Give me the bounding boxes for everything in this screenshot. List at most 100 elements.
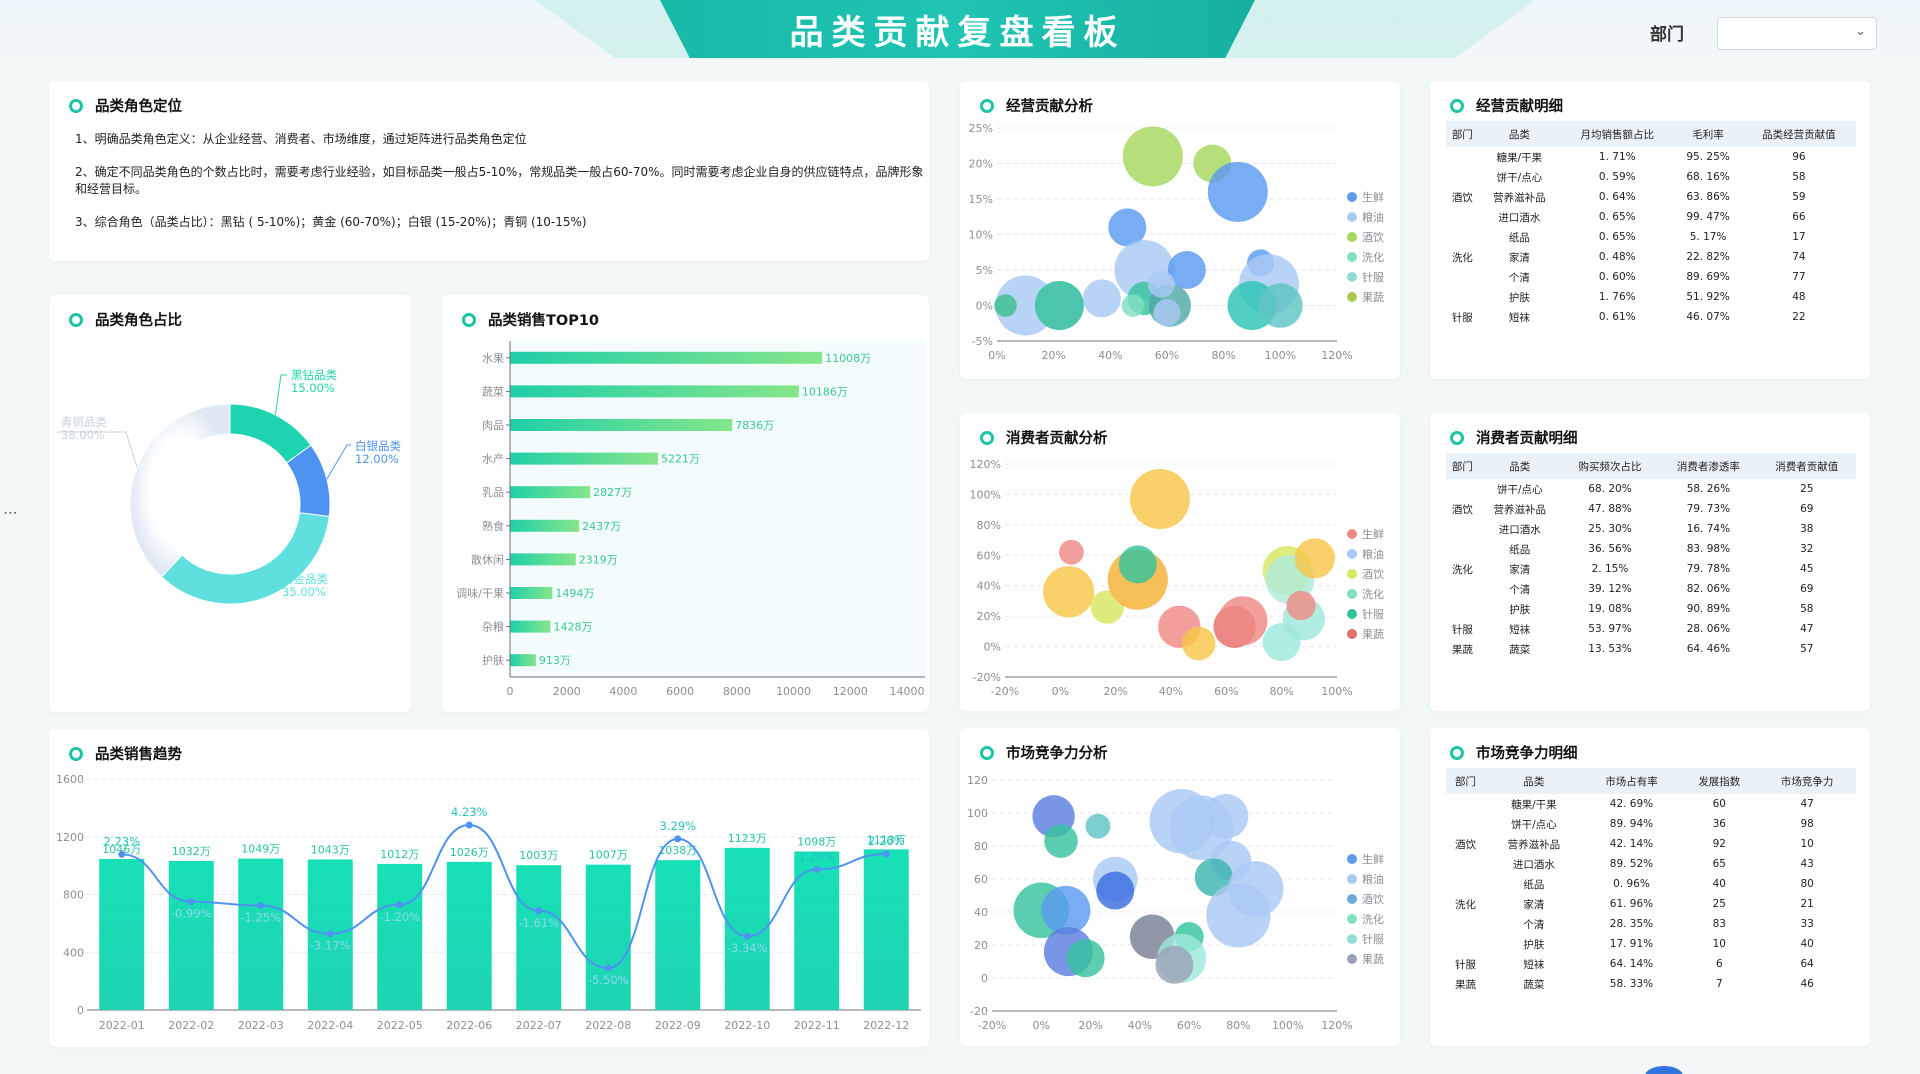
table-cell: 2. 15% xyxy=(1591,563,1629,575)
y-tick-label: 0% xyxy=(976,300,993,313)
mkt-detail-table: 部门 品类 市场占有率 发展指数 市场竞争力 糖果/干果 42. 69% 60 47 饼干/点心 8… xyxy=(1446,768,1856,994)
bar-value-label: 7836万 xyxy=(735,419,774,432)
column-header[interactable]: 毛利率 xyxy=(1674,121,1742,147)
bubble xyxy=(1034,281,1084,330)
panel-title-text: 市场竞争力分析 xyxy=(1006,746,1108,762)
table-cell: 36. 56% xyxy=(1588,543,1632,555)
table-row: 护肤 1. 76% 51. 92% 48 xyxy=(1446,287,1856,307)
ring-icon xyxy=(980,430,994,445)
legend-label: 洗化 xyxy=(1362,250,1384,264)
growth-label: -3.34% xyxy=(727,941,768,955)
x-tick-label: 80% xyxy=(1269,685,1293,698)
panel-title-text: 消费者贡献明细 xyxy=(1476,431,1578,447)
bar-value-label: 11008万 xyxy=(825,352,871,365)
bar xyxy=(238,858,284,1010)
column-header[interactable]: 消费者渗透率 xyxy=(1659,453,1758,479)
con-detail-table-wrap[interactable]: 部门 品类 购买频次占比 消费者渗透率 消费者贡献值 饼干/点心 68. 20% 58. 26… xyxy=(1446,453,1856,703)
donut-slice-percent: 38.00% xyxy=(61,428,105,442)
bubble xyxy=(1082,279,1121,318)
floating-action-button[interactable] xyxy=(1645,1066,1683,1074)
table-cell: 46. 07% xyxy=(1686,311,1730,323)
table-cell: 46 xyxy=(1800,978,1814,990)
column-header[interactable]: 部门 xyxy=(1446,453,1479,479)
table-cell: 28. 35% xyxy=(1609,918,1654,930)
table-cell: 0. 60% xyxy=(1598,271,1636,283)
bubble xyxy=(1218,596,1268,646)
donut-leader-line xyxy=(326,444,351,480)
column-header[interactable]: 月均销售额占比 xyxy=(1560,121,1675,147)
legend-marker xyxy=(1347,212,1357,222)
ring-icon xyxy=(1450,745,1464,760)
bubble xyxy=(1181,626,1216,661)
table-cell: 80 xyxy=(1800,878,1814,890)
growth-point xyxy=(118,850,126,858)
table-row: 进口酒水 0. 65% 99. 47% 66 xyxy=(1446,207,1856,227)
y-tick-label: 80 xyxy=(974,840,988,853)
table-row: 进口酒水 25. 30% 16. 74% 38 xyxy=(1446,519,1856,539)
dept-select[interactable]: ⌄ xyxy=(1717,17,1877,50)
table-cell: 洗化 xyxy=(1455,898,1477,911)
table-row: 个清 39. 12% 82. 06% 69 xyxy=(1446,579,1856,599)
bar-value-label: 1049万 xyxy=(241,843,280,856)
table-cell: 82. 06% xyxy=(1686,583,1731,595)
x-tick-label: 20% xyxy=(1078,1019,1102,1032)
donut-slice-percent: 35.00% xyxy=(282,585,326,599)
mkt-detail-table-wrap[interactable]: 部门 品类 市场占有率 发展指数 市场竞争力 糖果/干果 42. 69% 60 47 饼干/点心 8… xyxy=(1446,768,1856,1038)
column-header[interactable]: 部门 xyxy=(1446,768,1486,794)
growth-point xyxy=(257,902,265,910)
y-tick-label: 散休闲 xyxy=(471,552,504,566)
legend-label: 粮油 xyxy=(1362,547,1384,561)
column-header[interactable]: 发展指数 xyxy=(1680,768,1759,794)
column-header[interactable]: 品类经营贡献值 xyxy=(1741,121,1856,147)
x-tick-label: 120% xyxy=(1321,349,1352,362)
donut-leader-line xyxy=(274,374,287,415)
bar-value-label: 1007万 xyxy=(589,849,628,862)
bubble xyxy=(1118,545,1157,584)
table-cell: 酒饮 xyxy=(1451,503,1473,516)
table-cell: 家清 xyxy=(1509,563,1531,576)
y-tick-label: 400 xyxy=(63,946,84,959)
panel-title-text: 品类销售趋势 xyxy=(95,747,182,763)
table-cell: 64. 14% xyxy=(1609,958,1654,970)
bubble xyxy=(1108,208,1147,247)
table-cell xyxy=(1446,914,1485,934)
column-header[interactable]: 部门 xyxy=(1446,121,1479,147)
op-detail-table-wrap[interactable]: 部门 品类 月均销售额占比 毛利率 品类经营贡献值 糖果/干果 1. 71% 95. 25% 9… xyxy=(1446,121,1856,371)
table-row: 纸品 36. 56% 83. 98% 32 xyxy=(1446,539,1856,559)
column-header[interactable]: 消费者贡献值 xyxy=(1757,453,1856,479)
x-tick-label: 2022-05 xyxy=(377,1019,423,1032)
bar-value-label: 1428万 xyxy=(553,621,592,634)
panel-title: 品类角色定位 xyxy=(69,95,182,116)
bubble xyxy=(1122,126,1183,187)
growth-point xyxy=(674,835,682,843)
y-tick-label: 15% xyxy=(969,193,993,206)
table-row: 护肤 19. 08% 90. 89% 58 xyxy=(1446,599,1856,619)
legend-label: 粮油 xyxy=(1362,210,1384,224)
bubble xyxy=(1294,538,1335,579)
column-header[interactable]: 品类 xyxy=(1478,453,1561,479)
table-cell: 32 xyxy=(1800,543,1814,555)
bar-value-label: 2437万 xyxy=(582,520,621,533)
trend-panel: 品类销售趋势 0 400 800 1200 1600 1046万 2022-01 1032万 2… xyxy=(49,729,929,1047)
table-cell: 0. 59% xyxy=(1598,171,1636,183)
table-cell: 60 xyxy=(1712,798,1726,810)
bar xyxy=(585,864,631,1010)
x-tick-label: 2022-12 xyxy=(863,1019,909,1032)
bar xyxy=(168,861,214,1010)
column-header[interactable]: 品类 xyxy=(1485,768,1583,794)
growth-label: 1.20% xyxy=(798,850,835,864)
table-cell: 护肤 xyxy=(1508,291,1530,304)
drag-handle-icon[interactable]: ⋮ xyxy=(2,506,18,518)
bar xyxy=(510,553,576,566)
column-header[interactable]: 市场竞争力 xyxy=(1758,768,1856,794)
x-tick-label: 20% xyxy=(1041,349,1065,362)
column-header[interactable]: 品类 xyxy=(1478,121,1561,147)
legend-marker xyxy=(1347,549,1357,559)
op-analysis-panel: 经营贡献分析 25% 20% 15% 10% 5% 0% -5% 0% 20% 40% 60% 80%… xyxy=(960,81,1400,379)
column-header[interactable]: 市场占有率 xyxy=(1582,768,1681,794)
ring-icon xyxy=(1450,98,1464,113)
y-tick-label: 800 xyxy=(63,889,84,902)
x-tick-label: 80% xyxy=(1211,349,1235,362)
legend-marker xyxy=(1347,192,1357,202)
column-header[interactable]: 购买频次占比 xyxy=(1560,453,1660,479)
